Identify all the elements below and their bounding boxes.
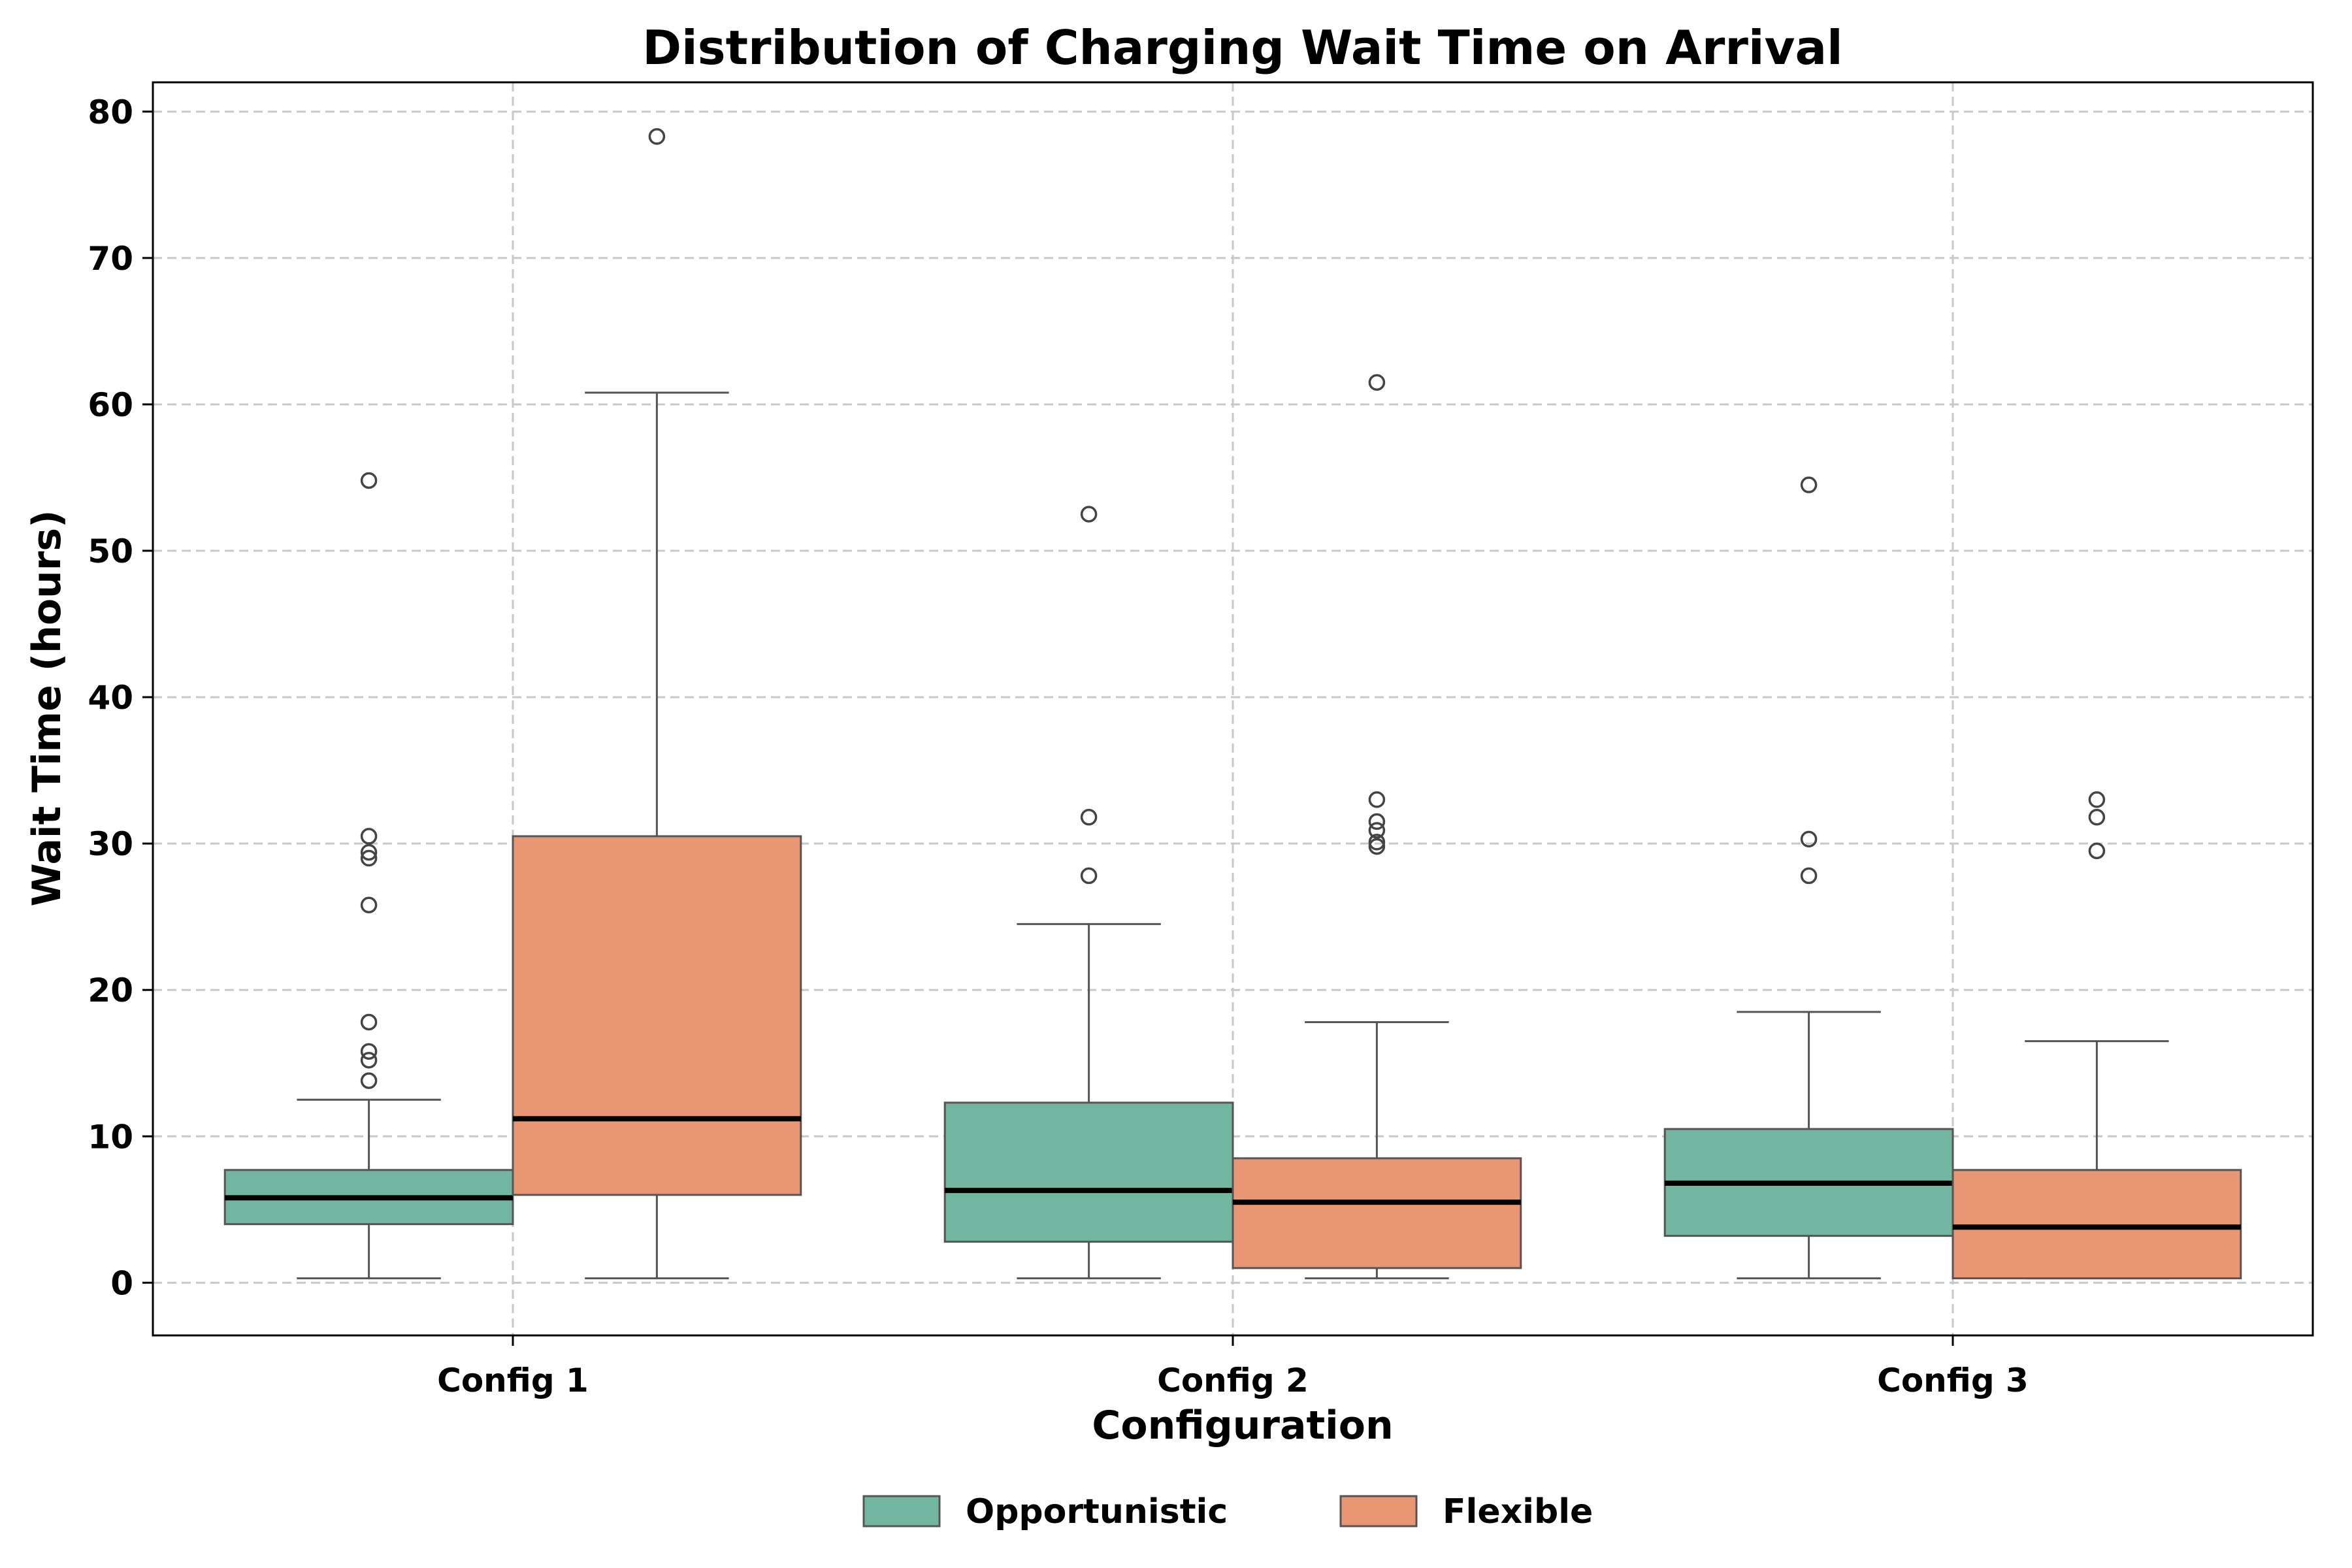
iqr-box <box>1952 1169 2242 1280</box>
y-tick-label: 20 <box>88 972 133 1009</box>
legend-label: Opportunistic <box>966 1492 1228 1531</box>
x-axis-label: Configuration <box>1092 1403 1393 1448</box>
outlier-point <box>1080 809 1098 826</box>
x-tick-label: Config 3 <box>1877 1362 2029 1399</box>
legend-swatch <box>1339 1495 1418 1527</box>
x-tick-label: Config 2 <box>1157 1362 1309 1399</box>
y-tick-label: 10 <box>88 1118 133 1156</box>
outlier-point <box>360 843 378 861</box>
y-tick-label: 40 <box>88 679 133 717</box>
iqr-box <box>1232 1157 1522 1269</box>
y-tick-label: 30 <box>88 825 133 863</box>
outlier-point <box>360 896 378 913</box>
legend-label: Flexible <box>1443 1492 1593 1531</box>
outlier-point <box>1368 374 1386 391</box>
outlier-point <box>1368 813 1386 830</box>
chart-title: Distribution of Charging Wait Time on Ar… <box>642 20 1842 75</box>
y-axis-ticks: 0 10 20 30 40 50 60 70 80 <box>88 93 153 1302</box>
box-flexible-config-3 <box>1952 791 2242 1280</box>
outlier-point <box>1080 506 1098 523</box>
box-opportunistic-config-3 <box>1663 476 1954 1280</box>
outlier-point <box>360 849 378 867</box>
outlier-point <box>1368 822 1386 839</box>
outlier-point <box>360 828 378 845</box>
outlier-point <box>1368 838 1386 855</box>
boxes <box>223 128 2242 1280</box>
outlier-point <box>360 1052 378 1069</box>
outlier-point <box>360 472 378 489</box>
outlier-point <box>1800 867 1818 885</box>
y-tick-label: 0 <box>110 1264 133 1302</box>
outlier-point <box>360 1072 378 1089</box>
legend-swatch <box>862 1495 941 1527</box>
outlier-point <box>1800 830 1818 848</box>
legend-item-opportunistic: Opportunistic <box>862 1492 1228 1531</box>
box-flexible-config-2 <box>1232 374 1522 1280</box>
y-tick-label: 60 <box>88 386 133 424</box>
box-opportunistic-config-2 <box>943 506 1234 1280</box>
legend-item-flexible: Flexible <box>1339 1492 1593 1531</box>
y-axis-label: Wait Time (hours) <box>24 510 70 906</box>
y-tick-label: 80 <box>88 93 133 131</box>
y-tick-label: 50 <box>88 532 133 570</box>
iqr-box <box>512 835 802 1196</box>
x-tick-label: Config 1 <box>437 1362 589 1399</box>
box-flexible-config-1 <box>512 128 802 1280</box>
outlier-point <box>2088 809 2106 826</box>
outlier-point <box>1800 476 1818 493</box>
outlier-point <box>1368 834 1386 851</box>
outlier-point <box>1368 791 1386 808</box>
iqr-box <box>943 1102 1234 1243</box>
outlier-point <box>2088 842 2106 860</box>
legend: Opportunistic Flexible <box>862 1492 1593 1531</box>
outlier-point <box>360 1043 378 1060</box>
outlier-point <box>2088 791 2106 808</box>
outlier-point <box>1080 867 1098 885</box>
outlier-point <box>648 128 666 145</box>
outlier-point <box>360 1013 378 1031</box>
box-opportunistic-config-1 <box>223 472 514 1280</box>
y-tick-label: 70 <box>88 240 133 278</box>
x-axis-ticks: Config 1 Config 2 Config 3 <box>437 1335 2029 1399</box>
